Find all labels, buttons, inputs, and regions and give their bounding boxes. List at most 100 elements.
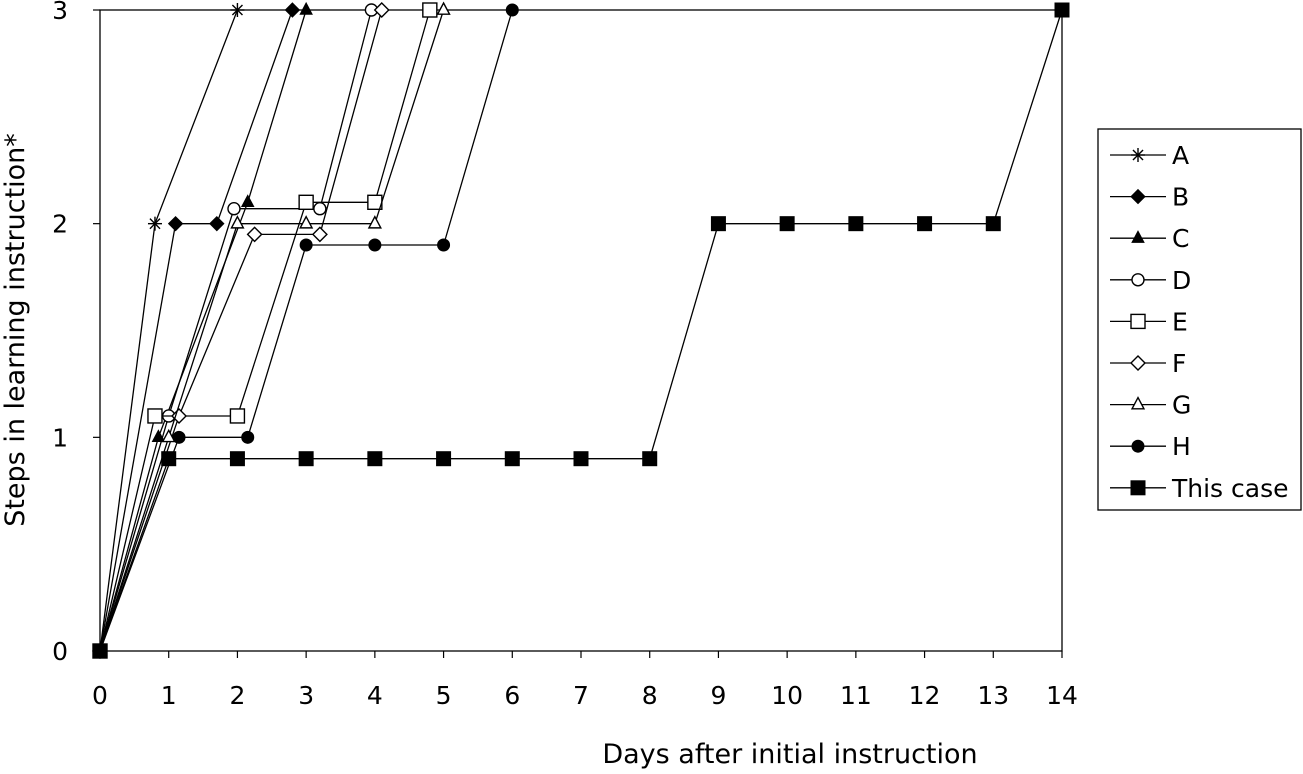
- data-point-g: [367, 215, 382, 229]
- y-tick-label: 0: [52, 637, 68, 666]
- data-point-h: [299, 238, 313, 252]
- legend-item-e: E: [1110, 307, 1188, 336]
- legend-label: G: [1172, 391, 1191, 420]
- data-point-f: [171, 407, 188, 424]
- data-point-h: [505, 3, 519, 17]
- legend-marker: [1130, 480, 1146, 496]
- legend-item-f: F: [1110, 349, 1186, 378]
- data-point-f: [373, 2, 390, 18]
- data-point-this-case: [367, 451, 383, 467]
- data-point-b: [167, 215, 184, 232]
- data-point-this-case: [436, 451, 452, 467]
- data-point-this-case: [917, 216, 933, 232]
- legend-item-g: G: [1110, 391, 1191, 420]
- legend-marker: [1130, 188, 1146, 205]
- legend-item-c: C: [1110, 224, 1189, 253]
- legend-item-h: H: [1110, 432, 1191, 461]
- data-point-d: [313, 202, 327, 216]
- x-tick-label: 6: [504, 681, 520, 710]
- legend-marker: [1131, 230, 1145, 243]
- data-point-this-case: [504, 451, 520, 467]
- legend-marker: [1130, 396, 1146, 410]
- x-axis-title: Days after initial instruction: [602, 739, 977, 770]
- y-axis-title: Steps in learning instruction*: [0, 133, 31, 527]
- x-tick-label: 4: [367, 681, 383, 710]
- data-point-h: [437, 238, 451, 252]
- x-tick-label: 2: [229, 681, 245, 710]
- data-point-h: [241, 430, 255, 444]
- data-point-e: [229, 408, 246, 424]
- data-point-this-case: [710, 216, 726, 232]
- data-point-e: [422, 2, 438, 18]
- data-point-g: [161, 428, 176, 443]
- data-point-this-case: [985, 216, 1001, 232]
- legend-item-d: D: [1110, 266, 1191, 295]
- data-point-b: [209, 215, 225, 232]
- data-point-c: [240, 194, 255, 207]
- legend-item-this-case: This case: [1110, 474, 1289, 503]
- data-point-e: [147, 408, 163, 424]
- y-tick-label: 2: [52, 210, 68, 239]
- data-point-this-case: [161, 451, 177, 467]
- legend-marker: [1131, 148, 1145, 162]
- data-point-c: [299, 1, 313, 15]
- plot-area: [99, 9, 1063, 652]
- legend-label: F: [1172, 349, 1186, 378]
- data-point-this-case: [298, 451, 314, 467]
- series-line-e: [99, 9, 431, 652]
- legend-label: B: [1172, 183, 1189, 212]
- legend-marker: [1130, 355, 1146, 371]
- x-tick-label: 1: [161, 681, 177, 710]
- x-tick-label: 14: [1046, 681, 1078, 710]
- data-point-g: [299, 215, 314, 229]
- data-point-this-case: [92, 643, 108, 659]
- data-point-this-case: [229, 451, 245, 467]
- x-tick-label: 3: [298, 681, 314, 710]
- data-point-f: [311, 226, 328, 243]
- series-line-g: [99, 9, 445, 652]
- x-tick-label: 9: [710, 681, 726, 710]
- series-this-case: [92, 2, 1070, 659]
- x-tick-label: 10: [771, 681, 803, 710]
- legend-marker: [1130, 313, 1146, 330]
- x-tick-label: 0: [92, 681, 108, 710]
- y-tick-label: 3: [52, 0, 68, 25]
- legend-label: E: [1172, 307, 1188, 336]
- x-tick-label: 8: [642, 681, 658, 710]
- data-point-this-case: [573, 451, 589, 467]
- data-point-a: [230, 3, 245, 17]
- legend-label: C: [1172, 224, 1189, 253]
- x-tick-label: 7: [573, 681, 589, 710]
- x-tick-label: 11: [840, 681, 872, 710]
- legend-label: This case: [1171, 474, 1289, 503]
- legend-item-a: A: [1110, 141, 1189, 170]
- data-point-this-case: [848, 216, 864, 232]
- data-point-g: [230, 215, 245, 229]
- series-line-c: [99, 9, 307, 652]
- data-point-b: [284, 2, 301, 18]
- data-point-h: [172, 430, 186, 444]
- data-point-a: [147, 216, 162, 231]
- x-tick-label: 13: [977, 681, 1009, 710]
- data-point-e: [298, 194, 314, 211]
- series-group: [92, 1, 1070, 659]
- y-tick-label: 1: [52, 423, 68, 452]
- data-point-f: [246, 226, 263, 243]
- legend-marker: [1131, 439, 1145, 453]
- legend-marker: [1131, 273, 1145, 287]
- data-point-this-case: [779, 216, 795, 232]
- x-tick-label: 5: [436, 681, 452, 710]
- legend-label: H: [1172, 432, 1191, 461]
- legend-item-b: B: [1110, 183, 1189, 212]
- data-point-d: [227, 202, 241, 216]
- x-tick-label: 12: [909, 681, 941, 710]
- data-point-this-case: [642, 451, 658, 467]
- data-point-this-case: [1054, 2, 1070, 18]
- legend-box: [1097, 128, 1302, 511]
- data-point-g: [436, 1, 451, 15]
- legend-label: A: [1172, 141, 1189, 170]
